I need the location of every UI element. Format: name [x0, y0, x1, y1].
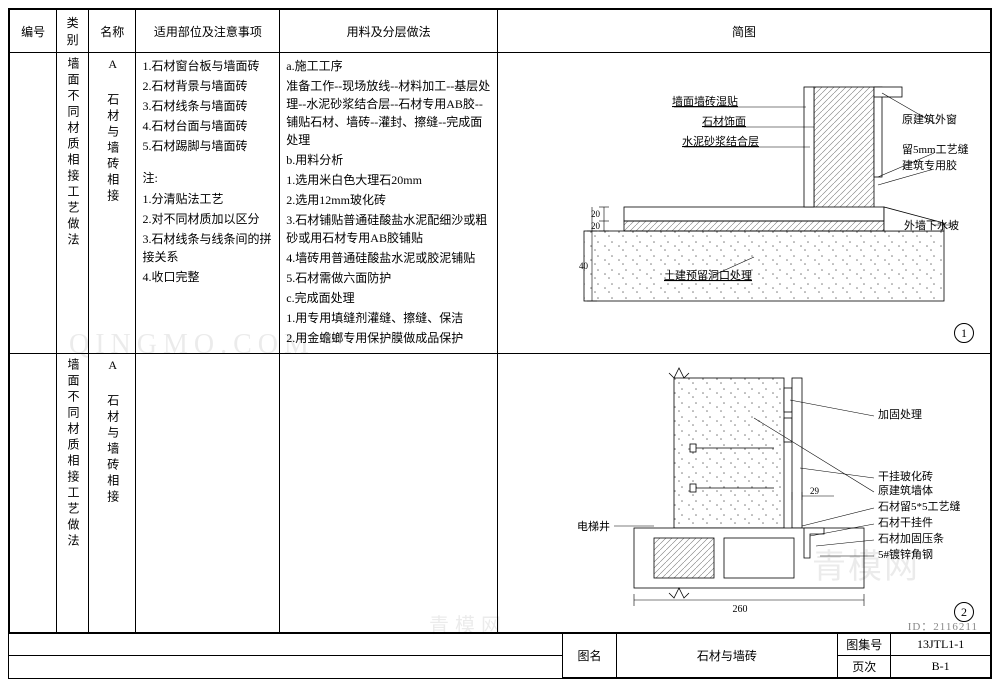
method-line: c.完成面处理 [286, 289, 491, 307]
dim-d2: 20 [591, 221, 601, 231]
label2-r2: 干挂玻化砖 [878, 469, 933, 483]
th-code: 编号 [10, 10, 57, 53]
th-diagram: 简图 [498, 10, 991, 53]
footer-page-value: B-1 [891, 656, 991, 678]
section-diagram-1: 20 20 40 [504, 57, 984, 327]
label2-r5: 石材干挂件 [878, 515, 933, 529]
method-line: 2.用金蟾螂专用保护膜做成品保护 [286, 329, 491, 347]
label2-r3: 原建筑墙体 [878, 483, 933, 497]
footer-title-label: 图名 [563, 634, 616, 678]
category-text: 墙面不同材质相接工艺做法 [64, 358, 81, 550]
method-line: b.用料分析 [286, 151, 491, 169]
label-r2: 留5mm工艺缝 [902, 142, 969, 156]
method-list: a.施工工序 准备工作--现场放线--材料加工--基层处理--水泥砂浆结合层--… [286, 57, 491, 347]
cell-scope-2 [136, 354, 280, 633]
scope-item: 4.石材台面与墙面砖 [142, 117, 273, 135]
table-row: 墙面不同材质相接工艺做法 A 石材与墙砖相接 [10, 354, 991, 633]
th-method: 用料及分层做法 [280, 10, 498, 53]
category-text: 墙面不同材质相接工艺做法 [64, 57, 81, 249]
method-line: 1.用专用填缝剂灌缝、擦缝、保洁 [286, 309, 491, 327]
label-b1: 土建预留洞口处理 [664, 268, 752, 282]
footer-spacer2 [9, 656, 563, 678]
note-item: 3.石材线条与线条间的拼接关系 [142, 230, 273, 266]
label2-r4: 石材留5*5工艺缝 [878, 499, 961, 513]
scope-item: 5.石材踢脚与墙面砖 [142, 137, 273, 155]
cell-category-2: 墙面不同材质相接工艺做法 [57, 354, 89, 633]
method-line: 2.选用12mm玻化砖 [286, 191, 491, 209]
footer-spacer [9, 634, 563, 656]
diagram-number-1: 1 [954, 323, 974, 343]
main-table: 编号 类别 名称 适用部位及注意事项 用料及分层做法 简图 墙面不同材质相接工艺… [9, 9, 991, 633]
dim2-d2: 260 [733, 604, 748, 615]
label-r4: 外墙下水坡 [904, 218, 959, 232]
label-l2: 石材饰面 [702, 114, 746, 128]
method-line: 准备工作--现场放线--材料加工--基层处理--水泥砂浆结合层--石材专用AB胶… [286, 77, 491, 149]
footer-page-label: 页次 [838, 656, 891, 678]
scope-list: 1.石材窗台板与墙面砖 2.石材背景与墙面砖 3.石材线条与墙面砖 4.石材台面… [142, 57, 273, 155]
table-row: 墙面不同材质相接工艺做法 A 石材与墙砖相接 1.石材窗台板与墙面砖 2.石材背… [10, 53, 991, 354]
cell-code-1 [10, 53, 57, 354]
cell-diagram-1: 20 20 40 [498, 53, 991, 354]
notes-label: 注: [142, 169, 273, 186]
label-r1: 原建筑外窗 [902, 112, 957, 126]
th-category: 类别 [57, 10, 89, 53]
note-item: 1.分清贴法工艺 [142, 190, 273, 208]
name-text: A 石材与墙砖相接 [104, 57, 121, 205]
id-tag: ID：2116211 [908, 618, 978, 634]
footer-set-value: 13JTL1-1 [891, 634, 991, 656]
method-line: 5.石材需做六面防护 [286, 269, 491, 287]
name-text: A 石材与墙砖相接 [104, 358, 121, 506]
label2-r1: 加固处理 [878, 408, 922, 421]
cell-name-1: A 石材与墙砖相接 [89, 53, 136, 354]
cell-scope-1: 1.石材窗台板与墙面砖 2.石材背景与墙面砖 3.石材线条与墙面砖 4.石材台面… [136, 53, 280, 354]
dim-d1: 20 [591, 209, 601, 219]
note-item: 2.对不同材质加以区分 [142, 210, 273, 228]
scope-item: 1.石材窗台板与墙面砖 [142, 57, 273, 75]
scope-item: 3.石材线条与墙面砖 [142, 97, 273, 115]
note-item: 4.收口完整 [142, 268, 273, 286]
cell-method-1: a.施工工序 准备工作--现场放线--材料加工--基层处理--水泥砂浆结合层--… [280, 53, 498, 354]
notes-list: 1.分清贴法工艺 2.对不同材质加以区分 3.石材线条与线条间的拼接关系 4.收… [142, 190, 273, 286]
footer-title-value: 石材与墙砖 [616, 634, 838, 678]
method-line: 4.墙砖用普通硅酸盐水泥或胶泥铺贴 [286, 249, 491, 267]
dim-d3: 40 [579, 261, 589, 271]
dim2-d1: 29 [810, 486, 820, 496]
label-r3: 建筑专用胶 [902, 158, 957, 172]
th-name: 名称 [89, 10, 136, 53]
title-block: 图名 石材与墙砖 图集号 13JTL1-1 页次 B-1 [9, 633, 991, 678]
label2-r7: 5#镀锌角钢 [878, 547, 933, 561]
cell-code-2 [10, 354, 57, 633]
label-l1: 墙面墙砖湿贴 [672, 94, 738, 108]
section-diagram-2: 29 260 电梯井 [504, 358, 984, 628]
cell-method-2 [280, 354, 498, 633]
method-line: 3.石材铺贴普通硅酸盐水泥配细沙或粗砂或用石材专用AB胶铺贴 [286, 211, 491, 247]
label2-left: 电梯井 [577, 519, 610, 533]
label-l3: 水泥砂浆结合层 [682, 134, 759, 148]
cell-category-1: 墙面不同材质相接工艺做法 [57, 53, 89, 354]
footer-set-label: 图集号 [838, 634, 891, 656]
label2-r6: 石材加固压条 [878, 531, 944, 545]
th-scope: 适用部位及注意事项 [136, 10, 280, 53]
scope-item: 2.石材背景与墙面砖 [142, 77, 273, 95]
header-row: 编号 类别 名称 适用部位及注意事项 用料及分层做法 简图 [10, 10, 991, 53]
cell-name-2: A 石材与墙砖相接 [89, 354, 136, 633]
cell-diagram-2: 29 260 电梯井 [498, 354, 991, 633]
method-line: a.施工工序 [286, 57, 491, 75]
drawing-sheet: QINGMO.COM 青模网 编号 类别 名称 适用部位及注意事项 用料及分层做… [8, 8, 992, 679]
method-line: 1.选用米白色大理石20mm [286, 171, 491, 189]
